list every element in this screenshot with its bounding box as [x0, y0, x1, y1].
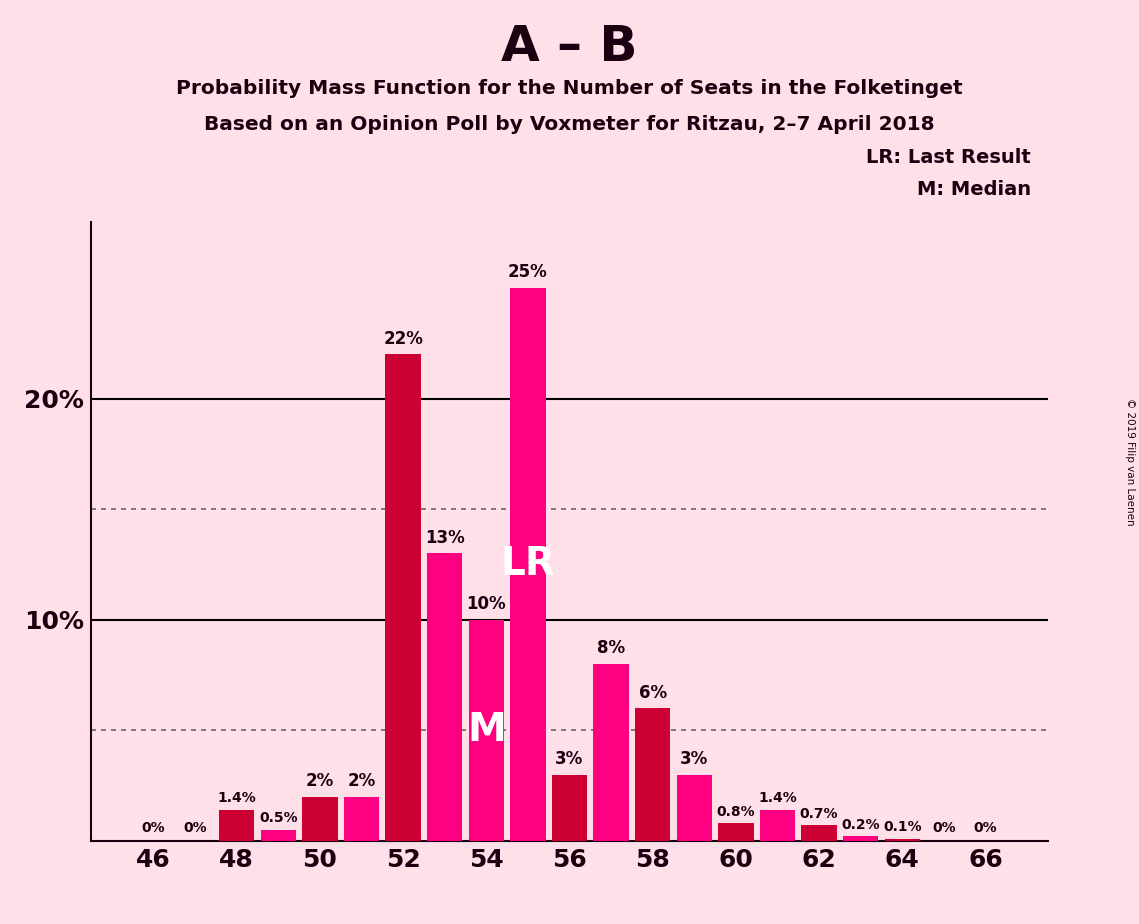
Text: Based on an Opinion Poll by Voxmeter for Ritzau, 2–7 April 2018: Based on an Opinion Poll by Voxmeter for…	[204, 116, 935, 135]
Text: 25%: 25%	[508, 263, 548, 282]
Text: 0.2%: 0.2%	[842, 818, 880, 832]
Bar	[677, 774, 712, 841]
Text: LR: Last Result: LR: Last Result	[866, 148, 1031, 167]
Bar	[261, 830, 296, 841]
Bar	[385, 355, 420, 841]
Text: 10%: 10%	[467, 595, 506, 614]
Text: 2%: 2%	[305, 772, 334, 790]
Text: M: Median: M: Median	[917, 180, 1031, 200]
Text: 6%: 6%	[639, 684, 666, 701]
Text: 3%: 3%	[680, 750, 708, 768]
Bar	[885, 839, 920, 841]
Text: 1.4%: 1.4%	[218, 792, 256, 806]
Bar	[843, 836, 878, 841]
Bar	[468, 620, 503, 841]
Bar	[427, 553, 462, 841]
Text: A – B: A – B	[501, 23, 638, 71]
Bar	[219, 809, 254, 841]
Bar	[593, 664, 629, 841]
Bar	[719, 823, 754, 841]
Bar	[636, 708, 671, 841]
Text: 13%: 13%	[425, 529, 465, 547]
Text: 0%: 0%	[141, 821, 165, 835]
Text: LR: LR	[500, 545, 556, 583]
Text: 0%: 0%	[932, 821, 956, 835]
Text: 0.5%: 0.5%	[259, 811, 297, 825]
Text: © 2019 Filip van Laenen: © 2019 Filip van Laenen	[1125, 398, 1134, 526]
Text: 0.7%: 0.7%	[800, 807, 838, 821]
Bar	[510, 288, 546, 841]
Text: 0%: 0%	[974, 821, 998, 835]
Text: M: M	[467, 711, 506, 749]
Text: 8%: 8%	[597, 639, 625, 657]
Bar	[551, 774, 588, 841]
Text: 0.1%: 0.1%	[883, 821, 921, 834]
Bar	[802, 825, 837, 841]
Text: 1.4%: 1.4%	[759, 792, 797, 806]
Text: 0%: 0%	[183, 821, 207, 835]
Bar	[344, 796, 379, 841]
Bar	[302, 796, 337, 841]
Text: 3%: 3%	[556, 750, 583, 768]
Text: 0.8%: 0.8%	[716, 805, 755, 819]
Bar	[760, 809, 795, 841]
Text: 2%: 2%	[347, 772, 376, 790]
Text: 22%: 22%	[383, 330, 423, 347]
Text: Probability Mass Function for the Number of Seats in the Folketinget: Probability Mass Function for the Number…	[177, 79, 962, 98]
